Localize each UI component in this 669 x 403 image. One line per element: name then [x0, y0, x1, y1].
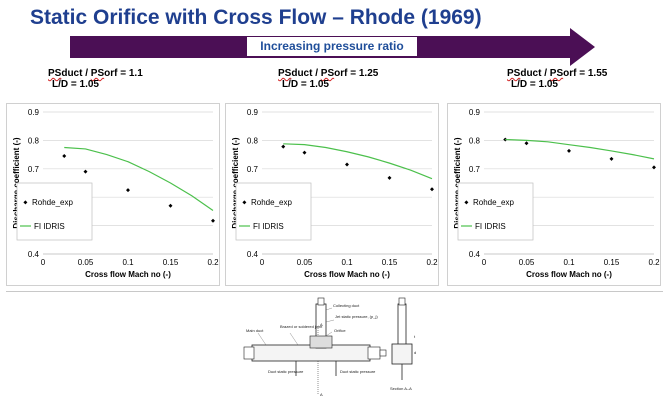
x-tick-label: 0.2 [207, 258, 219, 267]
ld-ratio-label: L/D = 1.05 [282, 79, 329, 90]
y-tick-label: 0.4 [28, 250, 40, 259]
pressure-ratio-label: PSduct / PSorf = 1.25 [278, 68, 379, 79]
x-tick-label: 0.1 [341, 258, 353, 267]
x-tick-label: 0.1 [563, 258, 575, 267]
data-point-rohde-exp [281, 144, 286, 149]
x-tick-label: 0.15 [604, 258, 620, 267]
series-line-fi-idris [64, 146, 214, 212]
data-point-rohde-exp [168, 203, 173, 208]
x-axis-label: Cross flow Mach no (-) [526, 270, 612, 279]
pressure-ratio-label: PSduct / PSorf = 1.1 [48, 68, 143, 79]
legend-label-fi-idris: FI IDRIS [475, 222, 506, 231]
y-axis-label: Discharge coefficient (-) [231, 137, 240, 228]
legend-label-rohde-exp: Rohde_exp [32, 198, 73, 207]
x-axis-label: Cross flow Mach no (-) [85, 270, 171, 279]
data-point-rohde-exp [126, 188, 130, 193]
schematic-label: Section A–A [390, 386, 412, 391]
x-tick-label: 0.15 [163, 258, 179, 267]
schematic-label: d [414, 350, 416, 355]
y-tick-label: 0.7 [469, 165, 481, 174]
duct-right-end [367, 346, 381, 360]
y-tick-label: 0.8 [28, 136, 40, 145]
legend-label-rohde-exp: Rohde_exp [473, 198, 514, 207]
data-point-rohde-exp [609, 156, 614, 161]
schematic-label: Collecting duct [333, 303, 360, 308]
y-tick-label: 0.7 [28, 165, 40, 174]
page-title: Static Orifice with Cross Flow – Rhode (… [30, 6, 482, 29]
data-point-rohde-exp [345, 162, 349, 167]
x-tick-label: 0.2 [426, 258, 438, 267]
x-tick-label: 0 [482, 258, 487, 267]
x-axis-label: Cross flow Mach no (-) [304, 270, 390, 279]
section-view-body [391, 343, 413, 365]
orifice-block [309, 335, 333, 349]
condition-label-2: PSduct / PSorf = 1.25 L/D = 1.05 [278, 68, 378, 90]
series-line-fi-idris [283, 143, 433, 180]
section-view-cap [398, 297, 406, 306]
legend-box [235, 182, 312, 241]
pressure-ratio-label: PSduct / PSorf = 1.55 [507, 68, 608, 79]
increasing-pressure-arrow: Increasing pressure ratio [70, 28, 595, 66]
y-tick-label: 0.4 [469, 250, 481, 259]
data-point-rohde-exp [430, 187, 434, 192]
x-tick-label: 0 [41, 258, 46, 267]
condition-label-3: PSduct / PSorf = 1.55 L/D = 1.05 [507, 68, 607, 90]
data-point-rohde-exp [652, 165, 656, 170]
schematic-label: Brazed or soldered joint [280, 324, 323, 329]
schematic-label: Jet static pressure, (p_j) [335, 314, 378, 319]
y-axis-label: Discharge coefficient (-) [453, 137, 462, 228]
y-tick-label: 0.8 [247, 136, 259, 145]
collecting-duct-cap [317, 297, 325, 306]
data-point-rohde-exp [211, 218, 215, 223]
x-tick-label: 0.05 [78, 258, 94, 267]
y-tick-label: 0.9 [247, 108, 259, 117]
data-point-rohde-exp [302, 150, 307, 155]
x-tick-label: 0.1 [122, 258, 134, 267]
condition-label-1: PSduct / PSorf = 1.1 L/D = 1.05 [48, 68, 143, 90]
schematic-label: Duct static pressure [268, 369, 304, 374]
x-tick-label: 0 [260, 258, 265, 267]
series-line-fi-idris [505, 138, 655, 160]
divider [6, 291, 663, 292]
arrow-label: Increasing pressure ratio [247, 37, 417, 56]
data-point-rohde-exp [524, 141, 529, 146]
x-tick-label: 0.2 [648, 258, 660, 267]
schematic-label: Main duct [246, 328, 264, 333]
schematic-label: A [320, 392, 323, 397]
legend-box [457, 182, 534, 241]
ld-ratio-label: L/D = 1.05 [511, 79, 558, 90]
schematic-label: Duct static pressure [340, 369, 376, 374]
y-tick-label: 0.9 [469, 108, 481, 117]
data-point-rohde-exp [387, 175, 392, 180]
data-point-rohde-exp [62, 154, 67, 158]
legend-label-fi-idris: FI IDRIS [34, 222, 65, 231]
section-view-stem [397, 303, 407, 349]
legend-label-rohde-exp: Rohde_exp [251, 198, 292, 207]
x-tick-label: 0.15 [382, 258, 398, 267]
orifice-schematic: Main duct Brazed or soldered joint Colle… [238, 296, 438, 403]
duct-left-end [243, 346, 255, 360]
y-tick-label: 0.7 [247, 165, 259, 174]
legend-label-fi-idris: FI IDRIS [253, 222, 284, 231]
data-point-rohde-exp [83, 169, 88, 174]
y-tick-label: 0.8 [469, 136, 481, 145]
y-axis-label: Discharge coefficient (-) [12, 137, 21, 228]
y-tick-label: 0.9 [28, 108, 40, 117]
duct-right-stub [379, 349, 387, 357]
schematic-label: t [414, 334, 416, 339]
schematic-label: Orifice [334, 328, 346, 333]
x-tick-label: 0.05 [519, 258, 535, 267]
data-point-rohde-exp [567, 148, 571, 153]
legend-box [16, 182, 93, 241]
ld-ratio-label: L/D = 1.05 [52, 79, 99, 90]
schematic-label: A [320, 322, 323, 327]
x-tick-label: 0.05 [297, 258, 313, 267]
y-tick-label: 0.4 [247, 250, 259, 259]
